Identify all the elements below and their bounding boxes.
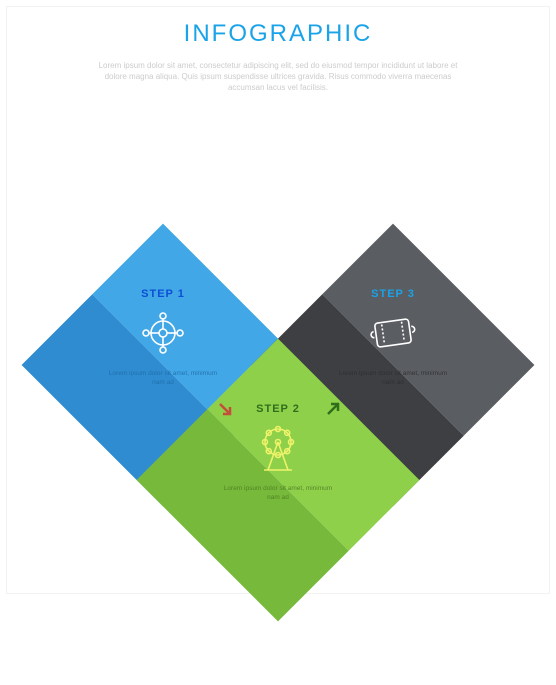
arrow-up-right-icon [324, 400, 342, 418]
step-2-lorem: Lorem ipsum dolor sit amet, minimum nam … [178, 485, 378, 502]
arrow-down-right-icon [216, 400, 234, 418]
diamond-stage: Step 1 Lorem ipsum dolor sit amet, minim… [58, 305, 498, 685]
page-subtitle: Lorem ipsum dolor sit amet, consectetur … [0, 48, 556, 94]
step-2-label: Step 2 [256, 403, 300, 415]
step-3-label: Step 3 [371, 288, 415, 300]
target-icon [140, 308, 186, 358]
ticket-icon [368, 308, 418, 358]
step-1-label: Step 1 [141, 288, 185, 300]
page-title: Infographic [0, 0, 556, 48]
ferris-wheel-icon [254, 423, 302, 473]
step-2-diamond: Step 2 Lorem ipsum dolor sit amet, minim… [137, 339, 420, 622]
